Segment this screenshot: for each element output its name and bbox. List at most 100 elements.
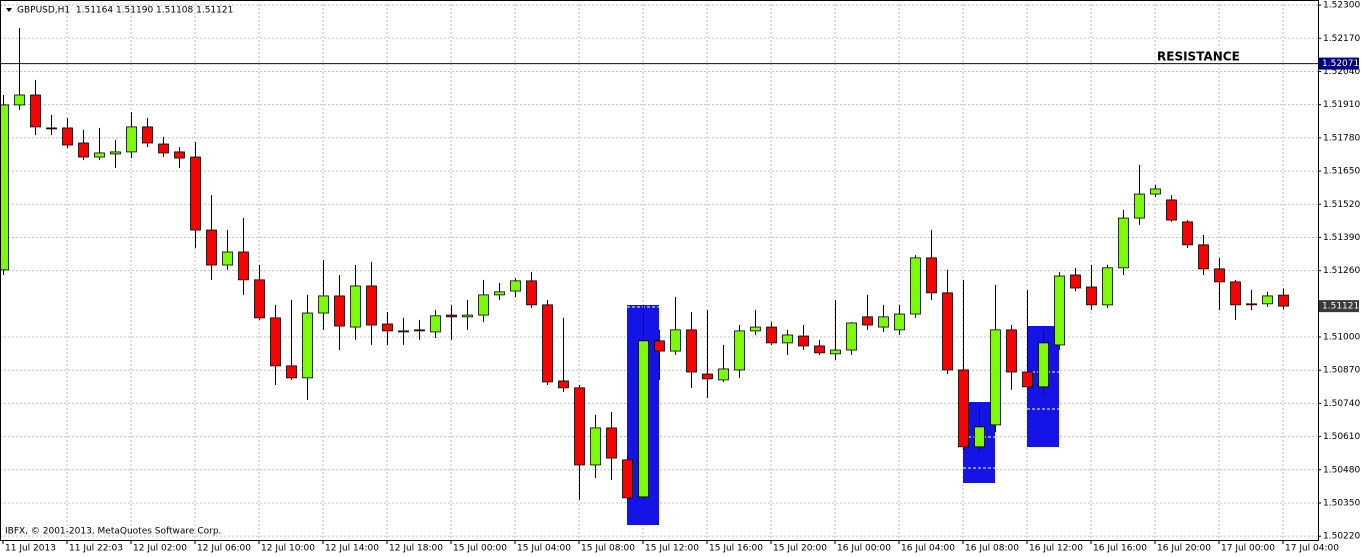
x-tick-label: 12 Jul 14:00	[325, 544, 379, 554]
y-tick-label: 1.50740	[1323, 399, 1360, 409]
candle-body	[1150, 188, 1161, 195]
candle-body	[494, 291, 505, 296]
x-tick-label: 15 Jul 16:00	[709, 544, 763, 554]
candle-body	[334, 295, 345, 327]
candle-body	[974, 426, 985, 448]
candles	[0, 28, 1318, 500]
x-tick-label: 16 Jul 12:00	[1029, 544, 1083, 554]
candle-body	[462, 314, 473, 318]
candle-body	[398, 330, 409, 333]
candle-body	[1102, 267, 1113, 306]
chart-title: GBPUSD,H1 1.51164 1.51190 1.51108 1.5112…	[17, 6, 233, 16]
candle-body	[286, 365, 297, 379]
candle-body	[926, 257, 937, 294]
candle-body	[94, 152, 105, 158]
candle-body	[1230, 281, 1241, 306]
candle-body	[1246, 303, 1257, 306]
x-tick-label: 16 Jul 08:00	[965, 544, 1019, 554]
candle-body	[0, 104, 9, 271]
candle-body	[478, 294, 489, 316]
candle-body	[126, 126, 137, 153]
candle-body	[190, 156, 201, 231]
last-price-tag	[1319, 300, 1359, 313]
price-tag-label: 1.52071	[1322, 59, 1359, 69]
last-price-label: 1.51121	[1322, 302, 1359, 312]
y-tick-label: 1.51780	[1323, 133, 1360, 143]
x-tick-label: 16 Jul 16:00	[1093, 544, 1147, 554]
x-tick-label: 15 Jul 04:00	[517, 544, 571, 554]
candle-body	[206, 229, 217, 266]
candle-body	[174, 151, 185, 159]
candle-body	[1134, 193, 1145, 219]
candle-body	[574, 387, 585, 466]
x-tick-label: 16 Jul 00:00	[837, 544, 891, 554]
candle-body	[622, 459, 633, 499]
candle-body	[1070, 274, 1081, 289]
candle-body	[526, 280, 537, 306]
candle-body	[798, 335, 809, 347]
candle-body	[654, 340, 665, 352]
candle-body	[158, 143, 169, 154]
candle-body	[1182, 221, 1193, 246]
candle-body	[750, 326, 761, 332]
footer: IBFX, © 2001-2013, MetaQuotes Software C…	[5, 527, 221, 537]
candle-body	[110, 151, 121, 155]
candle-body	[318, 295, 329, 314]
y-tick-label: 1.50870	[1323, 366, 1360, 376]
y-tick-label: 1.52170	[1323, 34, 1360, 44]
x-tick-label: 15 Jul 12:00	[645, 544, 699, 554]
y-tick-label: 1.51000	[1323, 333, 1360, 343]
candle-body	[734, 330, 745, 371]
candle-body	[142, 126, 153, 144]
x-tick-label: 17 Jul 00:00	[1221, 544, 1275, 554]
candle-body	[830, 349, 841, 355]
x-tick-label: 15 Jul 00:00	[453, 544, 507, 554]
y-tick-label: 1.50480	[1323, 465, 1360, 475]
y-tick-label: 1.50610	[1323, 432, 1360, 442]
candle-body	[1262, 295, 1273, 305]
candle-body	[942, 292, 953, 371]
candle-body	[782, 334, 793, 344]
x-tick-label: 12 Jul 06:00	[197, 544, 251, 554]
candle-body	[846, 322, 857, 351]
y-tick-label: 1.52300	[1323, 1, 1360, 11]
candle-body	[350, 285, 361, 328]
candle-body	[606, 427, 617, 459]
candle-body	[430, 315, 441, 333]
y-tick-label: 1.51910	[1323, 100, 1360, 110]
candle-body	[270, 317, 281, 367]
x-tick-label: 16 Jul 20:00	[1157, 544, 1211, 554]
candle-body	[638, 340, 649, 498]
x-tick-label: 11 Jul 22:03	[69, 544, 123, 554]
x-tick-label: 11 Jul 2013	[5, 544, 56, 554]
candle-body	[1166, 199, 1177, 221]
candle-body	[1006, 329, 1017, 373]
candle-body	[1214, 268, 1225, 283]
candle-body	[510, 280, 521, 292]
y-tick-label: 1.51390	[1323, 233, 1360, 243]
candle-body	[14, 94, 25, 106]
x-tick-label: 12 Jul 02:00	[133, 544, 187, 554]
y-tick-label: 1.50350	[1323, 498, 1360, 508]
candle-body	[222, 251, 233, 266]
candle-body	[1198, 244, 1209, 270]
candle-body	[670, 329, 681, 352]
candle-body	[686, 329, 697, 373]
candle-body	[990, 329, 1001, 426]
x-tick-label: 15 Jul 20:00	[773, 544, 827, 554]
candle-body	[894, 313, 905, 331]
y-tick-label: 1.51520	[1323, 200, 1360, 210]
x-tick-label: 15 Jul 08:00	[581, 544, 635, 554]
candle-body	[446, 314, 457, 318]
candle-body	[702, 373, 713, 380]
candle-body	[62, 127, 73, 146]
y-tick-label: 1.51260	[1323, 266, 1360, 276]
y-tick-label: 1.51650	[1323, 167, 1360, 177]
candle-body	[542, 304, 553, 383]
candle-body	[1022, 371, 1033, 388]
x-tick-label: 16 Jul 04:00	[901, 544, 955, 554]
candle-body	[1278, 294, 1289, 307]
